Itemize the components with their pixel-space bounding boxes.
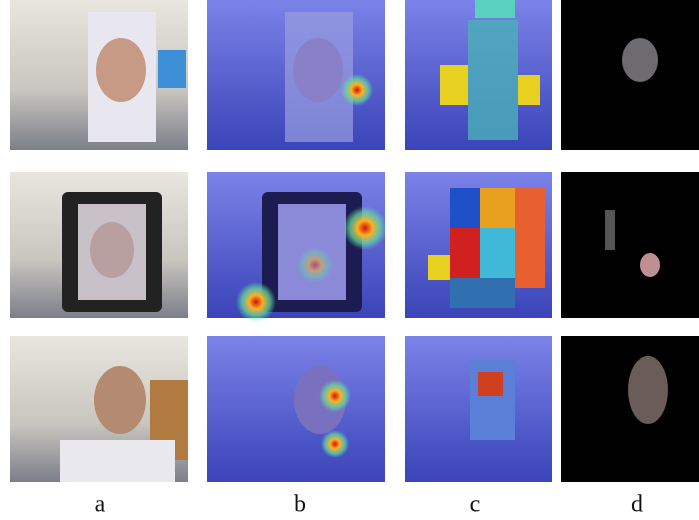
column-label: b	[294, 492, 306, 518]
superpixels	[468, 20, 518, 140]
heatmap	[321, 430, 349, 458]
column-label: d	[631, 492, 643, 518]
superpixel	[450, 188, 480, 228]
superpixel	[450, 278, 515, 308]
heatmap	[341, 74, 373, 106]
heatmap	[319, 380, 351, 412]
heatmap	[343, 206, 387, 250]
row-1	[10, 0, 699, 150]
image-d3	[561, 336, 699, 482]
face	[293, 38, 343, 102]
superpixel	[428, 255, 450, 280]
face	[94, 366, 146, 434]
segment	[628, 356, 668, 424]
superpixel	[478, 372, 503, 396]
superpixel	[480, 188, 515, 228]
segment	[640, 253, 660, 277]
face	[90, 222, 134, 278]
monitor	[158, 50, 186, 88]
superpixel	[480, 228, 515, 278]
superpixel	[475, 0, 515, 18]
column-label: c	[470, 492, 481, 518]
segment	[605, 210, 615, 250]
heatmap	[297, 247, 333, 283]
column-label: a	[95, 492, 106, 518]
row-2	[10, 172, 699, 322]
heatmap	[236, 282, 276, 322]
superpixel	[515, 188, 545, 288]
superpixel	[440, 65, 468, 105]
face	[96, 38, 146, 102]
row-3	[10, 336, 699, 482]
superpixel	[450, 228, 480, 278]
figure: a b c d	[0, 0, 699, 520]
segment	[622, 38, 658, 82]
shirt	[60, 440, 175, 482]
superpixel	[518, 75, 540, 105]
image-d2	[561, 172, 699, 318]
